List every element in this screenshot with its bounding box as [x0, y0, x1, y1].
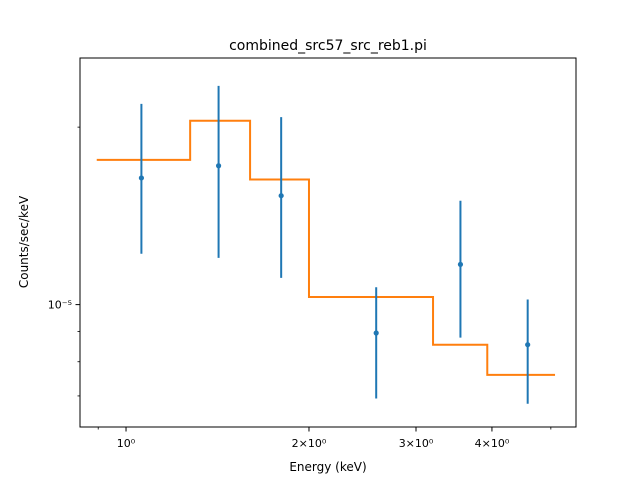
- data-point: [525, 342, 531, 348]
- x-axis-label: Energy (keV): [289, 460, 366, 474]
- plot-frame: [79, 57, 577, 428]
- x-tick-label: 4×10⁰: [475, 437, 510, 450]
- model-step-line: [96, 119, 556, 376]
- axes: 10⁰ 2×10⁰ 3×10⁰ 4×10⁰ 10⁻⁵: [48, 57, 577, 450]
- plot-area: [96, 85, 556, 404]
- data-point: [215, 163, 222, 169]
- data-point: [457, 261, 464, 268]
- x-tick-label: 2×10⁰: [292, 437, 327, 450]
- data-point: [278, 193, 284, 199]
- data-point: [138, 175, 145, 181]
- y-axis-label: Counts/sec/keV: [17, 195, 31, 288]
- x-tick-label: 3×10⁰: [399, 437, 434, 450]
- data-point: [373, 330, 379, 336]
- chart-title: combined_src57_src_reb1.pi: [229, 38, 427, 54]
- x-tick-label: 10⁰: [117, 437, 136, 450]
- y-tick-label: 10⁻⁵: [48, 299, 72, 312]
